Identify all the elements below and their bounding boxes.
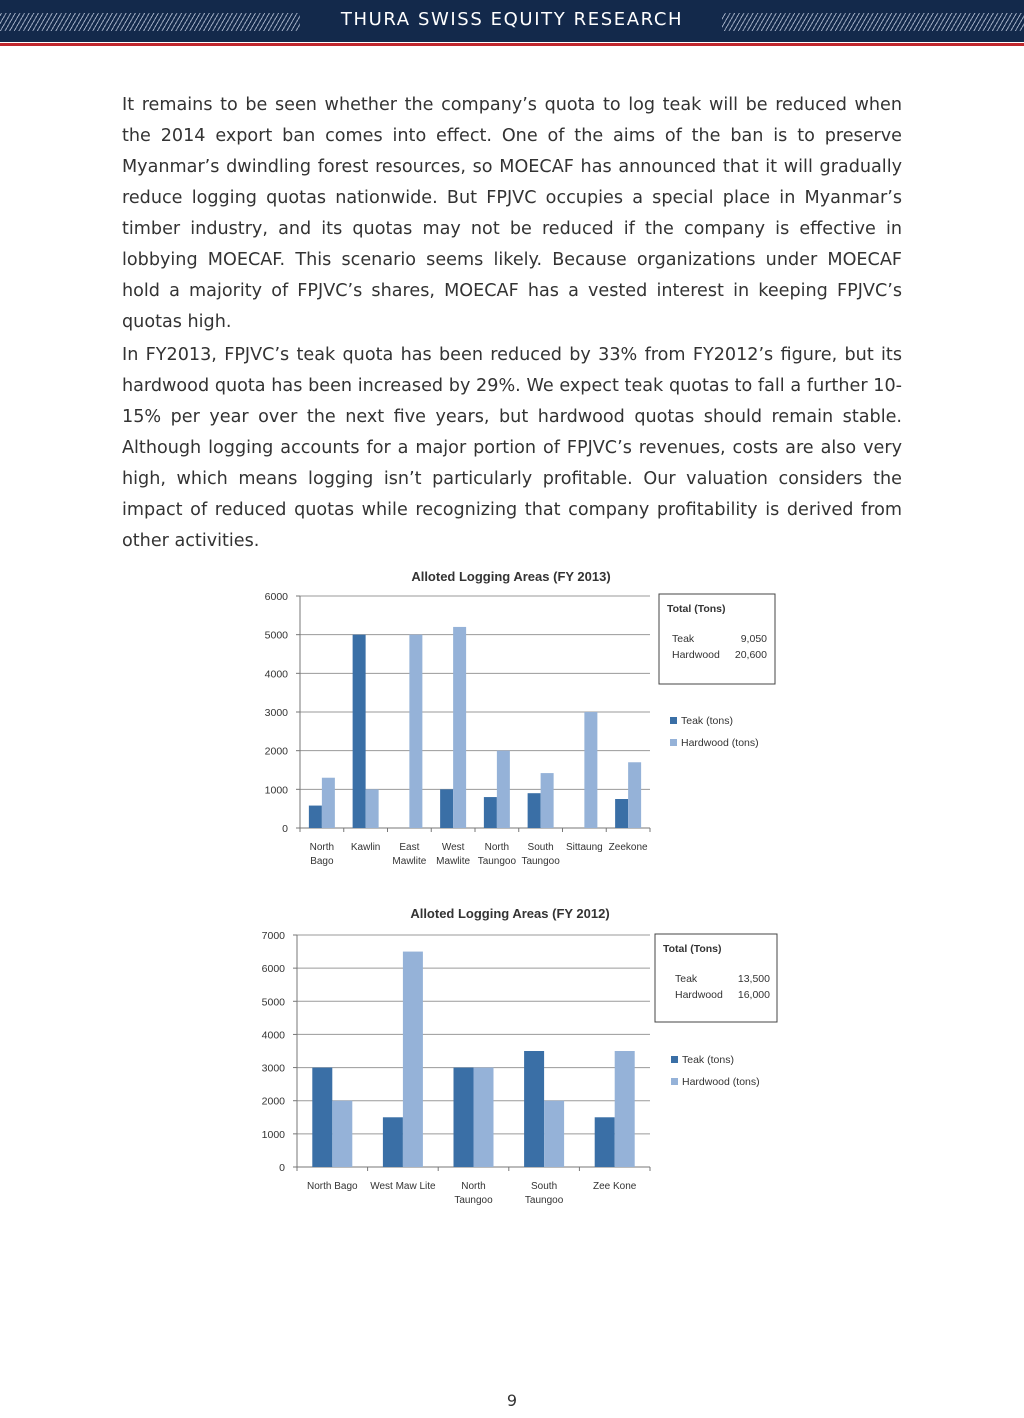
bar-teak xyxy=(312,1067,333,1167)
x-tick-label: East xyxy=(399,842,419,853)
bar-hardwood xyxy=(365,789,379,828)
bar-hardwood xyxy=(614,1051,635,1167)
bar-hardwood xyxy=(473,1067,494,1167)
x-tick-label: Sittaung xyxy=(566,842,603,853)
page-number: 9 xyxy=(506,1391,518,1410)
legend-swatch xyxy=(670,717,677,724)
x-tick-label: North Bago xyxy=(307,1181,358,1192)
x-tick-label: Zee Kone xyxy=(593,1181,637,1192)
bar-hardwood xyxy=(544,1100,565,1167)
legend-swatch xyxy=(670,739,677,746)
totals-label: Teak xyxy=(672,633,695,645)
legend-swatch xyxy=(671,1078,678,1085)
bar-hardwood xyxy=(321,777,335,828)
x-tick-label: West xyxy=(442,842,465,853)
y-tick-label: 2000 xyxy=(265,746,289,758)
bar-hardwood xyxy=(409,634,423,828)
y-tick-label: 5000 xyxy=(262,996,286,1008)
x-tick-label: Mawlite xyxy=(436,856,470,867)
bar-teak xyxy=(308,805,322,828)
x-tick-label: Mawlite xyxy=(392,856,426,867)
page-header: THURA SWISS EQUITY RESEARCH xyxy=(0,0,1024,42)
totals-title: Total (Tons) xyxy=(663,943,722,955)
bar-teak xyxy=(524,1051,545,1167)
x-tick-label: Taungoo xyxy=(478,856,517,867)
y-tick-label: 3000 xyxy=(265,707,289,719)
bar-teak xyxy=(527,793,541,828)
totals-value: 16,000 xyxy=(738,989,770,1001)
y-tick-label: 1000 xyxy=(265,784,289,796)
totals-box xyxy=(658,593,776,685)
x-tick-label: North xyxy=(485,842,509,853)
chart-fy2013: Alloted Logging Areas (FY 2013) 0 1000 2000… xyxy=(265,569,776,867)
bar-teak xyxy=(382,1117,403,1167)
bar-hardwood xyxy=(628,762,642,828)
totals-value: 13,500 xyxy=(738,973,770,985)
chart-title: Alloted Logging Areas (FY 2012) xyxy=(410,906,609,921)
header-hatch-right xyxy=(722,13,1024,31)
legend-swatch xyxy=(671,1056,678,1063)
header-rule xyxy=(0,43,1024,46)
bar-teak xyxy=(453,1067,474,1167)
chart-fy2012: Alloted Logging Areas (FY 2012) 0 1000 2000… xyxy=(262,906,778,1206)
x-tick-label: Bago xyxy=(310,856,334,867)
y-tick-label: 6000 xyxy=(262,963,286,975)
bar-hardwood xyxy=(402,951,423,1167)
header-hatch-left xyxy=(0,13,300,31)
x-tick-label: Taungoo xyxy=(525,1195,564,1206)
x-tick-label: Zeekone xyxy=(609,842,648,853)
y-tick-label: 4000 xyxy=(262,1029,286,1041)
legend-label: Teak (tons) xyxy=(681,715,733,727)
bar-teak xyxy=(440,789,454,828)
y-tick-label: 3000 xyxy=(262,1063,286,1075)
y-tick-label: 2000 xyxy=(262,1096,286,1108)
x-tick-label: North xyxy=(310,842,334,853)
bar-hardwood xyxy=(540,773,554,828)
y-tick-label: 0 xyxy=(282,823,288,835)
y-tick-label: 1000 xyxy=(262,1129,286,1141)
bar-hardwood xyxy=(584,712,598,828)
chart-title: Alloted Logging Areas (FY 2013) xyxy=(411,569,610,584)
legend-label: Hardwood (tons) xyxy=(681,737,759,749)
y-tick-label: 5000 xyxy=(265,630,289,642)
x-tick-label: West Maw Lite xyxy=(370,1181,436,1192)
bar-teak xyxy=(615,799,629,828)
legend-label: Teak (tons) xyxy=(682,1054,734,1066)
y-tick-label: 4000 xyxy=(265,668,289,680)
bar-hardwood xyxy=(453,626,467,828)
y-tick-label: 7000 xyxy=(262,930,286,942)
totals-label: Hardwood xyxy=(672,649,720,661)
bar-teak xyxy=(483,797,497,828)
bar-teak xyxy=(352,634,366,828)
x-tick-label: Taungoo xyxy=(454,1195,493,1206)
totals-label: Hardwood xyxy=(675,989,723,1001)
legend-label: Hardwood (tons) xyxy=(682,1076,760,1088)
x-tick-label: North xyxy=(461,1181,485,1192)
bar-teak xyxy=(594,1117,615,1167)
totals-title: Total (Tons) xyxy=(667,603,726,615)
x-tick-label: Kawlin xyxy=(351,842,380,853)
totals-value: 20,600 xyxy=(735,649,767,661)
body-paragraph-1: It remains to be seen whether the compan… xyxy=(122,95,902,332)
x-tick-label: South xyxy=(528,842,554,853)
totals-label: Teak xyxy=(675,973,698,985)
header-title: THURA SWISS EQUITY RESEARCH xyxy=(340,9,684,30)
totals-box xyxy=(654,933,778,1023)
bar-hardwood xyxy=(496,750,510,828)
totals-value: 9,050 xyxy=(741,633,767,645)
y-tick-label: 0 xyxy=(279,1162,285,1174)
body-paragraph-2: In FY2013, FPJVC’s teak quota has been r… xyxy=(122,345,902,551)
x-tick-label: Taungoo xyxy=(521,856,560,867)
bar-hardwood xyxy=(332,1100,353,1167)
x-tick-label: South xyxy=(531,1181,557,1192)
y-tick-label: 6000 xyxy=(265,591,289,603)
